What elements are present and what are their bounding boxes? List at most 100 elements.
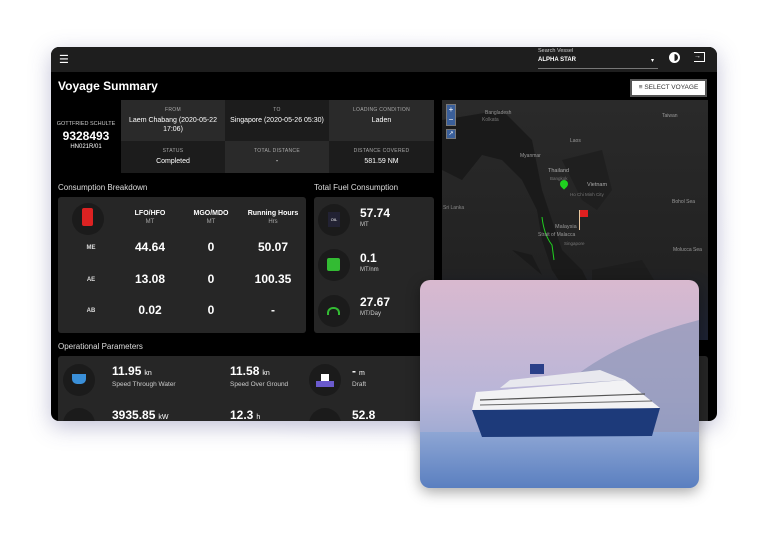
col-header: MGO/MDO MT xyxy=(176,210,246,225)
summary-5-label: DISTANCE COVERED xyxy=(353,148,410,154)
fuel-items-0-unit: MT xyxy=(360,222,369,228)
fuel-panel: OIL 57.74 MT 0.1 MT/nm 27.67 MT/Day xyxy=(314,197,434,333)
map-label: Malaysia xyxy=(555,224,577,230)
operational-items-0-unit: kn xyxy=(144,370,152,377)
logout-icon[interactable]: → xyxy=(694,52,705,62)
dashboard-window: ☰ Search Vessel ALPHA STAR ▾ → Voyage Su… xyxy=(51,47,717,421)
fullscreen-button[interactable]: ↗ xyxy=(446,129,456,139)
hamburger-icon[interactable]: ☰ xyxy=(59,54,69,66)
flag-pole xyxy=(579,210,580,230)
operational-items-1-label: Speed Over Ground xyxy=(230,381,289,388)
operational-items-4-value: 12.3 xyxy=(230,408,254,421)
consumption-panel: LFO/HFO MT MGO/MDO MT Running Hours Hrs ME … xyxy=(58,197,306,333)
operational-items-1-value: 11.58 xyxy=(230,364,260,378)
fuel-title: Total Fuel Consumption xyxy=(314,183,399,192)
operational-items-2-label: Draft xyxy=(352,381,367,388)
page-title: Voyage Summary xyxy=(58,79,158,93)
summary-from: FROM Laem Chabang (2020-05-22 17:06) xyxy=(121,100,225,141)
zoom-in-button[interactable]: + xyxy=(448,105,454,114)
zoom-controls: + − xyxy=(446,104,456,126)
map-label: Taiwan xyxy=(662,113,678,119)
summary-1-value: Singapore (2020-05-26 05:30) xyxy=(230,117,324,124)
consumption-rows-0-values-2: 50.07 xyxy=(257,240,289,254)
vessel-value: ALPHA STAR xyxy=(538,57,576,63)
map-label: Kolkata xyxy=(482,117,499,123)
oil-barrel-icon: OIL xyxy=(318,204,350,236)
map-land xyxy=(442,110,657,300)
operational-items-4-unit: h xyxy=(256,414,261,421)
map-label: Bangladesh xyxy=(485,110,512,116)
consumption-rows-0-values-1: 0 xyxy=(207,240,215,254)
consumption-rows-2-values-0: 0.02 xyxy=(138,303,162,317)
map-label: Myanmar xyxy=(520,153,541,159)
consumption-rows-1-values-2: 100.35 xyxy=(254,272,292,286)
map-label: Bangkok xyxy=(550,176,568,181)
summary-2-value: Laden xyxy=(371,117,392,124)
operational-items-3-value: 3935.85 xyxy=(112,408,156,421)
select-voyage-button[interactable]: ≡ SELECT VOYAGE xyxy=(630,79,707,97)
summary-3-value: Completed xyxy=(156,158,190,165)
map-label: Bohol Sea xyxy=(672,199,696,205)
map-label: Vietnam xyxy=(587,182,608,188)
summary-4-label: TOTAL DISTANCE xyxy=(254,148,300,154)
map-label: Strait of Malacca xyxy=(538,232,576,238)
summary-2-label: LOADING CONDITION xyxy=(352,107,411,113)
voyage-number: HN021R/01 xyxy=(70,144,102,150)
consumption-columns-0-name: LFO/HFO xyxy=(134,210,166,217)
vessel-search-select[interactable]: Search Vessel ALPHA STAR ▾ xyxy=(538,48,658,69)
route-line xyxy=(541,216,555,261)
fuel-nozzle-icon xyxy=(318,295,350,327)
consumption-rows-2-values-1: 0 xyxy=(207,303,215,317)
consumption-rows-1-values-1: 0 xyxy=(207,272,215,286)
operational-items-2-unit: m xyxy=(359,370,365,377)
operational-items-0-value: 11.95 xyxy=(112,364,142,378)
search-label: Search Vessel xyxy=(538,48,574,54)
summary-loading-condition: LOADING CONDITION Laden xyxy=(329,100,434,141)
consumption-columns-0-unit: MT xyxy=(145,219,155,225)
brightness-icon[interactable] xyxy=(669,52,680,63)
summary-status: STATUS Completed xyxy=(121,141,225,173)
summary-0-label: FROM xyxy=(165,107,181,113)
operational-title: Operational Parameters xyxy=(58,342,143,351)
map-label: Singapore xyxy=(564,241,585,246)
ship-speed-icon xyxy=(63,364,95,396)
operational-items-1-unit: kn xyxy=(262,370,270,377)
operational-items-5-value: 52.8 xyxy=(352,408,376,421)
fuel-items-2-value: 27.67 xyxy=(360,295,391,309)
fuel-pump-icon xyxy=(72,203,104,235)
fuel-efficiency-icon xyxy=(318,249,350,281)
summary-distance-covered: DISTANCE COVERED 581.59 NM xyxy=(329,141,434,173)
power-icon xyxy=(63,408,95,421)
summary-total-distance: TOTAL DISTANCE - xyxy=(225,141,329,173)
summary-5-value: 581.59 NM xyxy=(364,158,399,165)
vessel-name: GOTTFRIED SCHULTE xyxy=(56,121,116,127)
zoom-out-button[interactable]: − xyxy=(448,115,454,124)
consumption-rows-0-label: ME xyxy=(86,245,96,251)
consumption-columns-1-name: MGO/MDO xyxy=(193,210,229,217)
consumption-title: Consumption Breakdown xyxy=(58,183,148,192)
fuel-items-0-value: 57.74 xyxy=(360,206,391,220)
summary-4-value: - xyxy=(275,158,279,165)
consumption-rows-1-label: AE xyxy=(86,277,96,283)
consumption-rows-0-values-0: 44.64 xyxy=(134,240,166,254)
chevron-down-icon: ▾ xyxy=(650,58,654,64)
summary-grid: FROM Laem Chabang (2020-05-22 17:06) TO Si… xyxy=(121,100,434,173)
col-header: Running Hours Hrs xyxy=(238,210,308,225)
fuel-items-2-unit: MT/Day xyxy=(360,311,381,317)
end-flag-icon[interactable] xyxy=(579,210,588,217)
consumption-columns-2-name: Running Hours xyxy=(247,210,299,217)
operational-items-0-label: Speed Through Water xyxy=(112,381,176,388)
fuel-items-1-value: 0.1 xyxy=(360,251,377,265)
operational-items-2-value: - xyxy=(352,364,356,378)
summary-0-value: Laem Chabang (2020-05-22 17:06) xyxy=(129,117,217,133)
consumption-columns-2-unit: Hrs xyxy=(268,219,278,225)
col-header: LFO/HFO MT xyxy=(115,210,185,225)
operational-items-3-unit: kW xyxy=(158,414,169,421)
summary-to: TO Singapore (2020-05-26 05:30) xyxy=(225,100,329,141)
consumption-rows-2-label: AB xyxy=(86,308,96,314)
map-label: Sri Lanka xyxy=(443,205,465,211)
consumption-rows-1-values-0: 13.08 xyxy=(134,272,166,286)
parameter-icon xyxy=(309,408,341,421)
map-label: Laos xyxy=(570,138,581,144)
fuel-items-1-unit: MT/nm xyxy=(360,267,379,273)
